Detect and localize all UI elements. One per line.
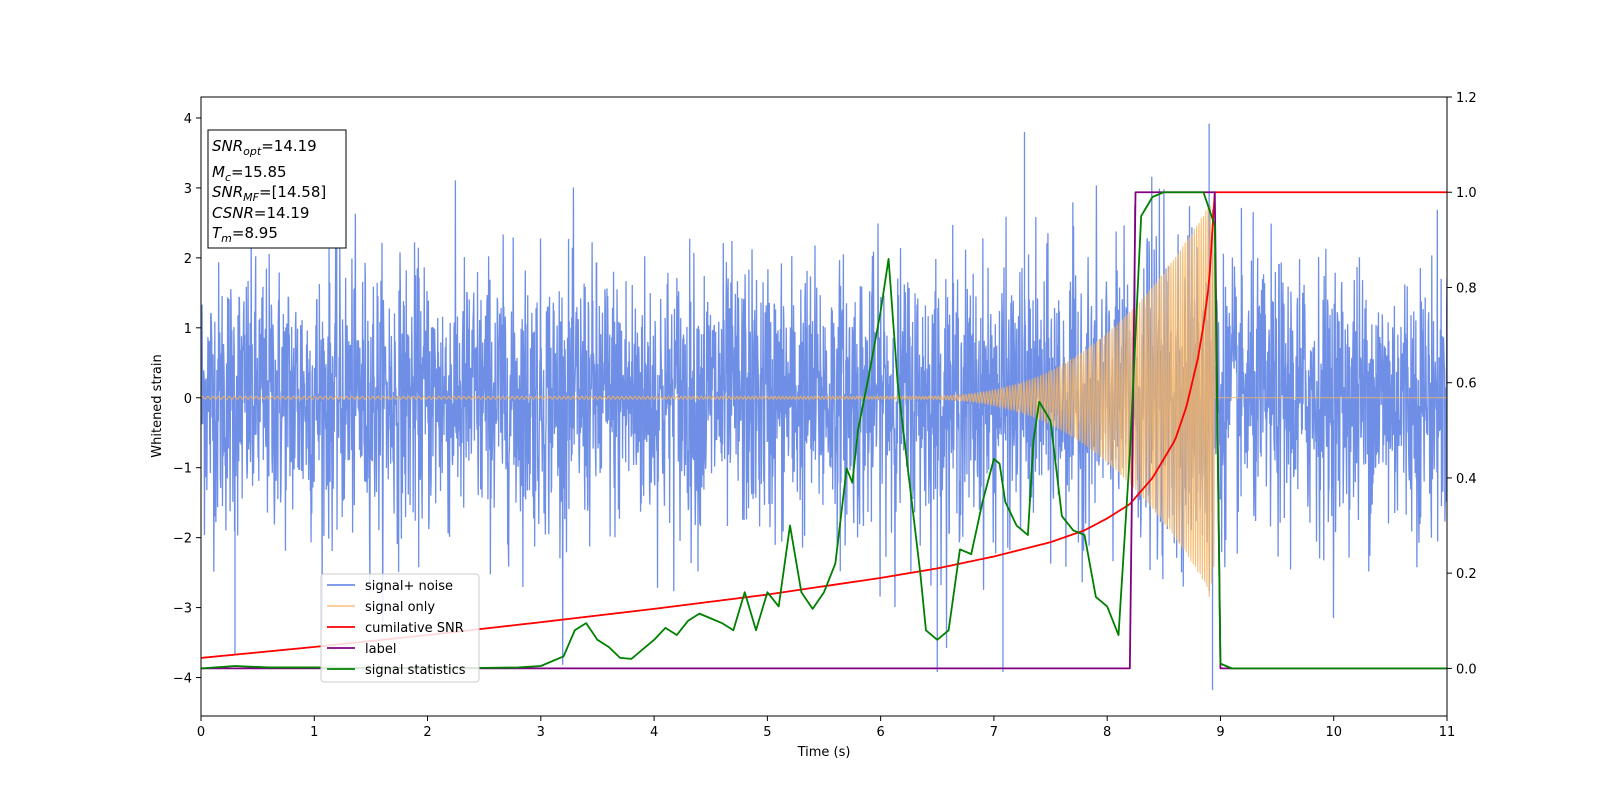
- y-tick-label: 1: [184, 322, 192, 337]
- annotation-mc: Mc=15.85: [212, 163, 287, 184]
- legend-signal-noise-text: signal+ noise: [365, 579, 453, 594]
- y-tick-label: −2: [173, 532, 192, 547]
- x-tick-label: 6: [876, 725, 884, 740]
- y-tick-label: 0: [184, 392, 192, 407]
- y2-tick-label: 1.2: [1456, 91, 1477, 106]
- y2-tick-label: 0.0: [1456, 662, 1477, 677]
- x-tick-label: 10: [1325, 725, 1342, 740]
- series-signal-noise-line: [201, 123, 1447, 691]
- annotation-csnr: CSNR=14.19: [212, 204, 309, 222]
- y-axis-left: −4 −3 −2 −1 0 1 2 3 4: [173, 112, 201, 687]
- x-tick-label: 9: [1216, 725, 1224, 740]
- legend-frame: [320, 573, 480, 683]
- x-tick-label: 2: [423, 725, 431, 740]
- y2-tick-label: 0.2: [1456, 567, 1477, 582]
- y-tick-label: 2: [184, 252, 192, 267]
- x-axis: 0 1 2 3 4 5 6 7 8 9 10 11: [197, 716, 1455, 740]
- y2-tick-label: 0.8: [1456, 281, 1477, 296]
- annotation-frame: [207, 129, 347, 249]
- y-tick-label: −3: [173, 602, 192, 617]
- x-tick-label: 3: [537, 725, 545, 740]
- y-tick-label: −4: [173, 672, 192, 687]
- y-tick-label: 4: [184, 112, 192, 127]
- x-tick-label: 4: [650, 725, 658, 740]
- x-tick-label: 11: [1439, 725, 1456, 740]
- annotation-snr-opt: SNRopt=14.19: [212, 137, 317, 158]
- plot-frame: [200, 96, 1448, 717]
- series-signal-only-line: [201, 205, 1447, 597]
- legend-signal-statistics-text: signal statistics: [365, 663, 466, 678]
- x-tick-label: 5: [763, 725, 771, 740]
- legend-cumulative-snr-text: cumilative SNR: [365, 621, 464, 636]
- y2-tick-label: 0.4: [1456, 472, 1477, 487]
- y-axis-label: Whitened strain: [150, 354, 165, 457]
- y-axis-right: 0.0 0.2 0.4 0.6 0.8 1.0 1.2: [1447, 91, 1477, 677]
- y-tick-label: −1: [173, 462, 192, 477]
- annotation-box: SNRopt=14.19 Mc=15.85SNRMF=[14.58]CSNR=14…: [207, 129, 347, 249]
- series-signal-statistics-line: [201, 191, 1447, 670]
- x-tick-label: 0: [197, 725, 205, 740]
- x-tick-label: 8: [1103, 725, 1111, 740]
- x-axis-label: Time (s): [797, 745, 851, 760]
- legend-signal-only-text: signal only: [365, 600, 435, 615]
- annotation-snr-mf: SNRMF=[14.58]: [212, 183, 326, 204]
- y2-tick-label: 0.6: [1456, 377, 1477, 392]
- annotation-tm: Tm=8.95: [212, 224, 278, 245]
- y-tick-label: 3: [184, 182, 192, 197]
- legend-label-text: label: [365, 642, 396, 657]
- legend: signal+ noise signal only cumilative SNR la…: [320, 573, 480, 683]
- y2-tick-label: 1.0: [1456, 186, 1477, 201]
- x-tick-label: 7: [990, 725, 998, 740]
- x-tick-label: 1: [310, 725, 318, 740]
